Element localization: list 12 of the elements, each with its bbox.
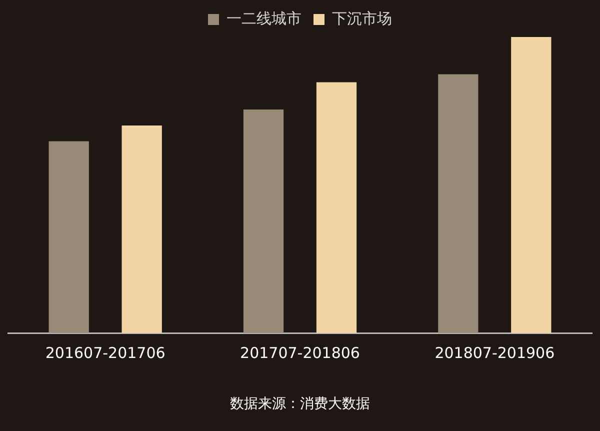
legend-label: 一二线城市 <box>226 9 302 28</box>
bar <box>511 37 552 333</box>
bar <box>243 110 284 333</box>
bar <box>316 82 357 333</box>
bar <box>438 74 478 333</box>
legend-label: 下沉市场 <box>332 9 392 28</box>
bar <box>122 126 162 333</box>
x-tick-label: 201807-201906 <box>434 344 555 362</box>
x-tick-label: 201607-201706 <box>45 344 166 362</box>
source-note: 数据来源：消费大数据 <box>229 395 371 413</box>
bar <box>48 141 89 333</box>
x-tick-label: 201707-201806 <box>240 344 360 362</box>
